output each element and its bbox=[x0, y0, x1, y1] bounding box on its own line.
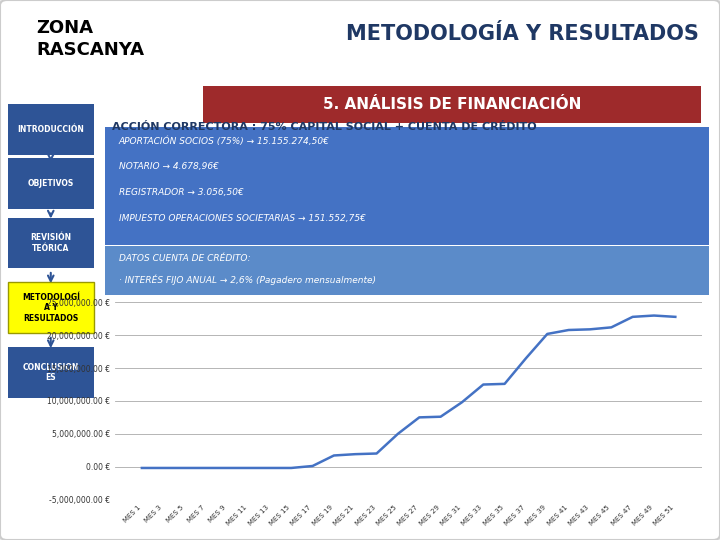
Text: INTRODUCCIÓN: INTRODUCCIÓN bbox=[17, 125, 84, 134]
FancyBboxPatch shape bbox=[105, 127, 709, 245]
Text: REVISIÓN
TEÓRICA: REVISIÓN TEÓRICA bbox=[30, 233, 71, 253]
FancyBboxPatch shape bbox=[8, 104, 94, 155]
Text: IMPUESTO OPERACIONES SOCIETARIAS → 151.552,75€: IMPUESTO OPERACIONES SOCIETARIAS → 151.5… bbox=[119, 214, 366, 223]
Text: APORTACIÓN SOCIOS (75%) → 15.155.274,50€: APORTACIÓN SOCIOS (75%) → 15.155.274,50€ bbox=[119, 136, 330, 146]
Text: 5. ANÁLISIS DE FINANCIACIÓN: 5. ANÁLISIS DE FINANCIACIÓN bbox=[323, 97, 581, 112]
Text: DATOS CUENTA DE CRÉDITO:: DATOS CUENTA DE CRÉDITO: bbox=[119, 254, 251, 263]
Text: ACCIÓN CORRECTORA : 75% CAPITAL SOCIAL + CUENTA DE CRÉDITO: ACCIÓN CORRECTORA : 75% CAPITAL SOCIAL +… bbox=[112, 122, 536, 132]
Text: ZONA
RASCANYA: ZONA RASCANYA bbox=[36, 19, 144, 59]
FancyBboxPatch shape bbox=[105, 246, 709, 295]
FancyBboxPatch shape bbox=[8, 282, 94, 333]
FancyBboxPatch shape bbox=[8, 158, 94, 209]
Text: METODOLOGÍ
A Y
RESULTADOS: METODOLOGÍ A Y RESULTADOS bbox=[22, 293, 80, 323]
Text: METODOLOGÍA Y RESULTADOS: METODOLOGÍA Y RESULTADOS bbox=[346, 24, 698, 44]
Text: CONCLUSION
ES: CONCLUSION ES bbox=[22, 363, 79, 382]
FancyBboxPatch shape bbox=[8, 347, 94, 398]
FancyBboxPatch shape bbox=[203, 86, 701, 123]
Text: REGISTRADOR → 3.056,50€: REGISTRADOR → 3.056,50€ bbox=[119, 188, 243, 197]
Text: OBJETIVOS: OBJETIVOS bbox=[27, 179, 74, 188]
Text: NOTARIO → 4.678,96€: NOTARIO → 4.678,96€ bbox=[119, 162, 219, 171]
FancyBboxPatch shape bbox=[8, 218, 94, 268]
Text: · INTERÉS FIJO ANUAL → 2,6% (Pagadero mensualmente): · INTERÉS FIJO ANUAL → 2,6% (Pagadero me… bbox=[119, 274, 376, 285]
